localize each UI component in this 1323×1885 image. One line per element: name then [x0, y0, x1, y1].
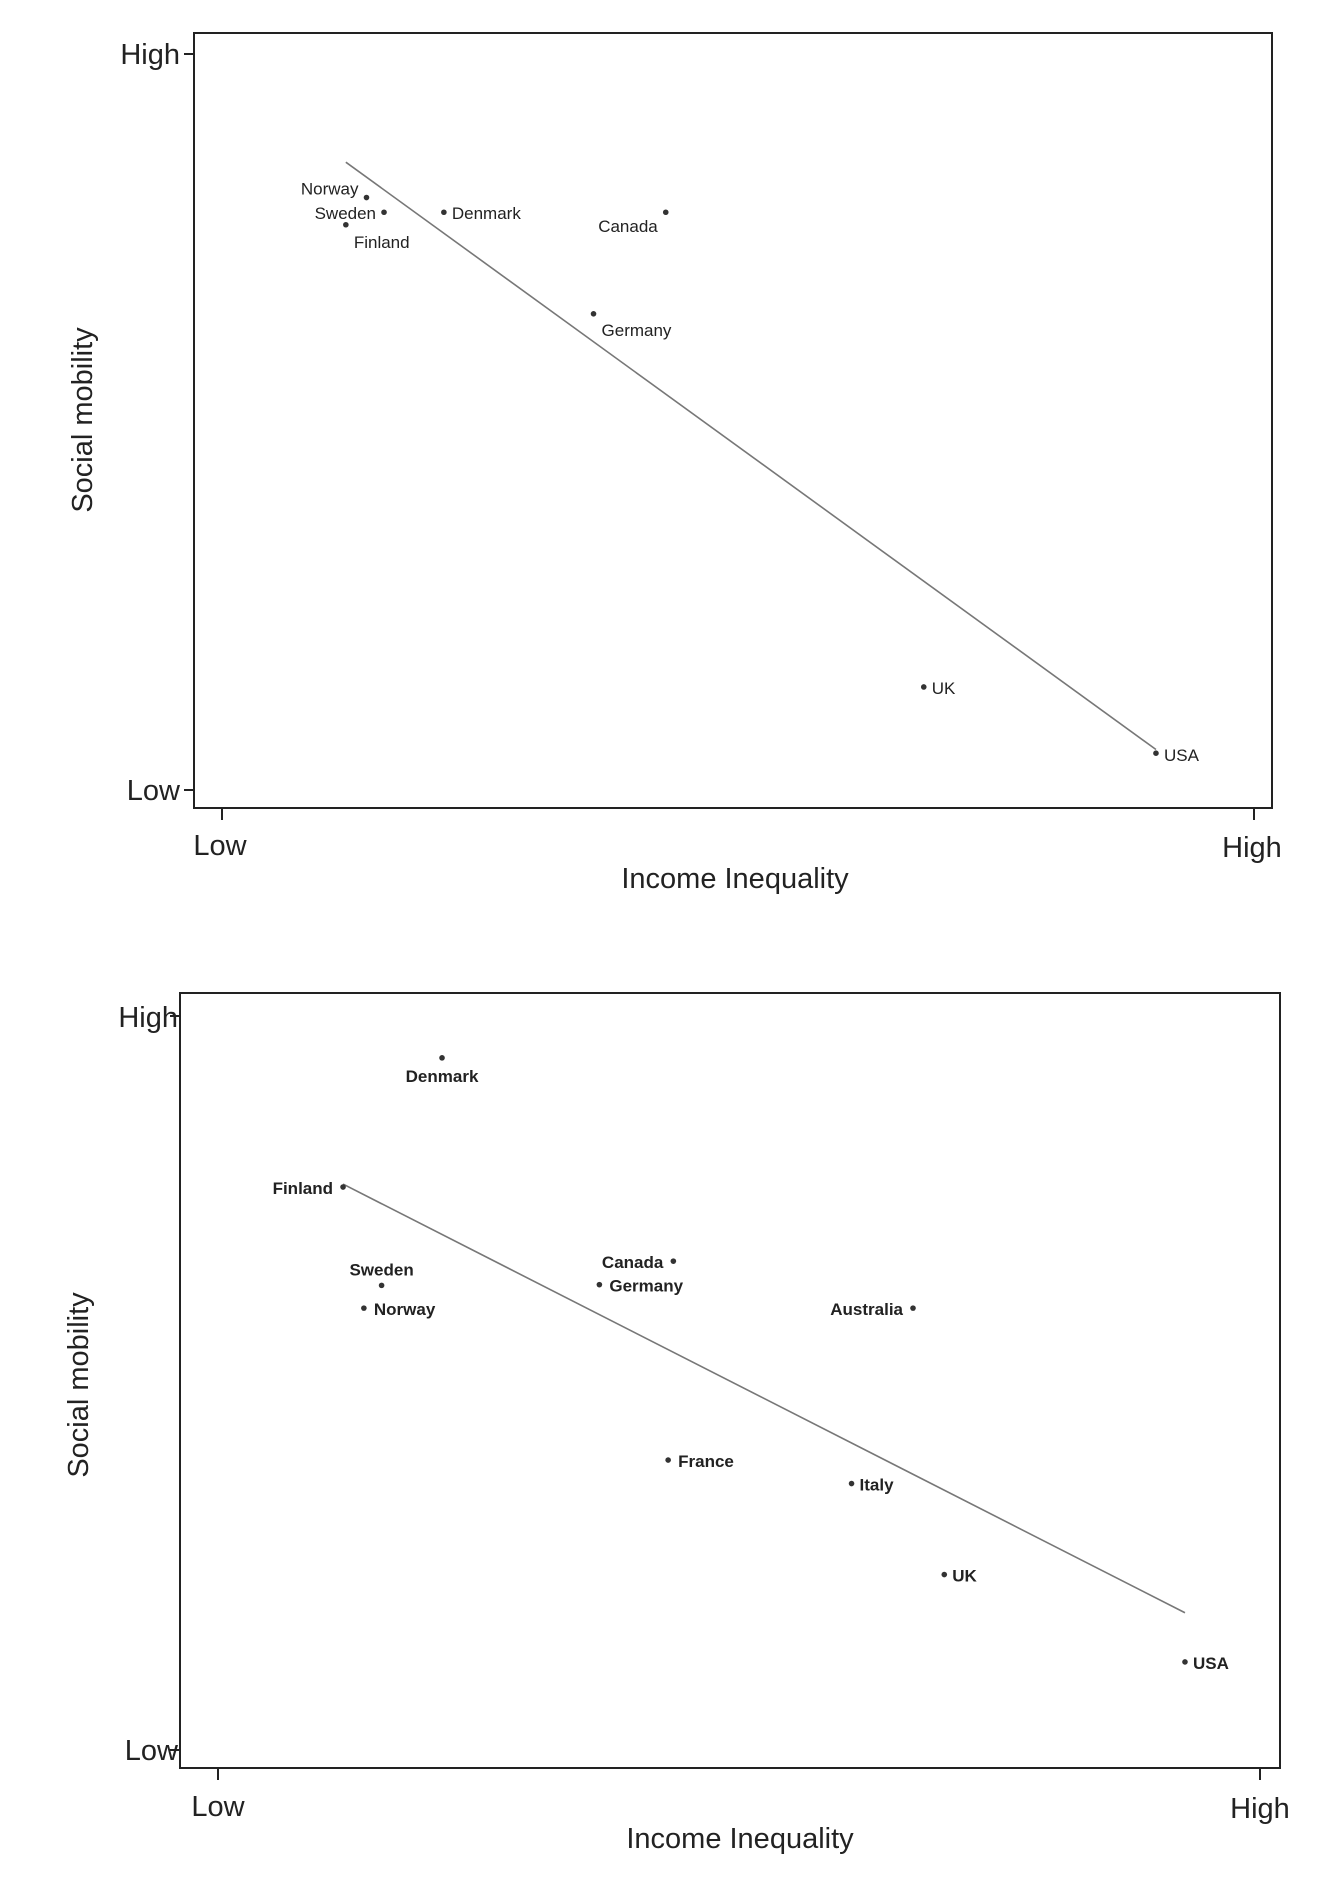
data-point-denmark [441, 209, 447, 216]
plot-frame [193, 32, 1273, 809]
data-label-sweden: Sweden [315, 204, 376, 223]
data-label-uk: UK [932, 679, 956, 698]
data-point-finland [343, 221, 349, 228]
data-point-italy [848, 1480, 855, 1487]
data-point-australia [910, 1305, 916, 1311]
y-tick-label-high: High [120, 39, 180, 71]
data-label-norway: Norway [374, 1300, 436, 1319]
data-point-france [665, 1457, 671, 1463]
data-point-germany [590, 311, 597, 317]
data-point-germany [596, 1281, 603, 1288]
y-tick-label-low: Low [127, 775, 181, 807]
x-tick-label-low: Low [193, 830, 247, 862]
data-point-canada [670, 1258, 677, 1264]
data-point-usa [1153, 750, 1159, 756]
trend-line [342, 1183, 1186, 1614]
data-label-usa: USA [1193, 1654, 1229, 1673]
y-axis-title: Social mobility [63, 1292, 95, 1478]
data-label-finland: Finland [273, 1179, 333, 1198]
data-point-uk [941, 1571, 948, 1578]
data-label-norway: Norway [301, 180, 359, 199]
data-point-usa [1182, 1659, 1188, 1665]
data-label-denmark: Denmark [452, 204, 521, 223]
data-label-canada: Canada [602, 1253, 664, 1272]
data-label-australia: Australia [830, 1300, 903, 1319]
data-point-denmark [439, 1055, 445, 1061]
trend-line [345, 161, 1157, 751]
data-label-germany: Germany [609, 1277, 683, 1296]
chart-panel-2: High Low Low High Income Inequality Social mo… [63, 992, 1290, 1855]
x-tick-label-high: High [1222, 832, 1282, 864]
data-point-norway [363, 194, 370, 201]
data-point-canada [662, 209, 669, 216]
x-tick-label-low: Low [191, 1791, 245, 1823]
data-point-sweden [381, 209, 387, 216]
y-tick-label-low: Low [125, 1735, 179, 1767]
data-point-sweden [378, 1282, 385, 1289]
data-label-sweden: Sweden [349, 1260, 413, 1279]
data-label-germany: Germany [602, 321, 672, 340]
plot-frame [179, 992, 1281, 1769]
y-tick-label-high: High [118, 1002, 178, 1034]
x-tick-label-high: High [1230, 1793, 1290, 1825]
data-label-usa: USA [1164, 746, 1200, 765]
data-point-uk [920, 684, 927, 690]
y-axis-title: Social mobility [67, 327, 99, 513]
chart-panel-1: High Low Low High Income Inequality Social mo… [67, 32, 1282, 895]
data-point-norway [361, 1305, 367, 1311]
x-axis-title: Income Inequality [626, 1823, 854, 1855]
data-label-italy: Italy [860, 1476, 895, 1495]
data-label-france: France [678, 1452, 734, 1471]
data-label-denmark: Denmark [406, 1067, 479, 1086]
data-point-finland [340, 1184, 346, 1190]
data-label-uk: UK [952, 1567, 977, 1586]
data-label-canada: Canada [598, 217, 658, 236]
data-label-finland: Finland [354, 233, 410, 252]
x-axis-title: Income Inequality [621, 863, 849, 895]
